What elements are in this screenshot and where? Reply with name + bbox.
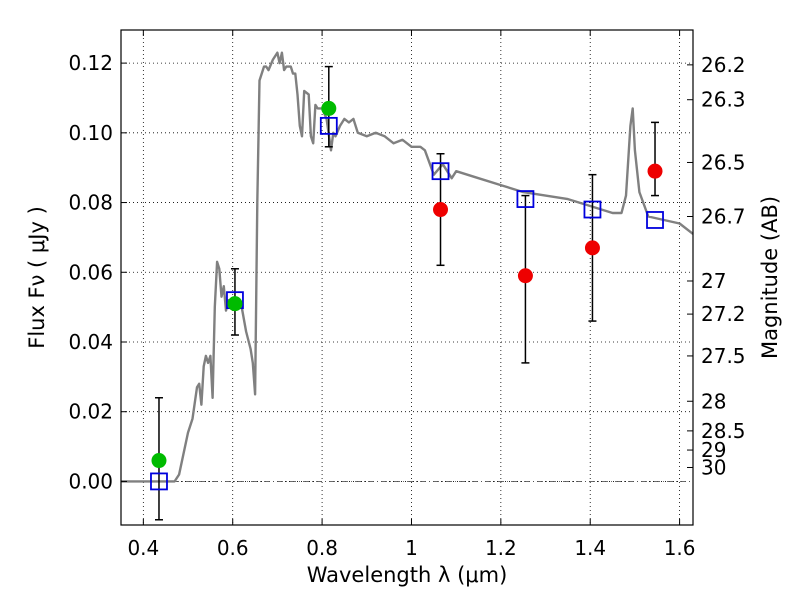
- right-tick-label: 26.7: [701, 204, 746, 228]
- observed-point-marker: [227, 296, 243, 312]
- right-tick-label: 30: [701, 455, 726, 479]
- right-tick-label: 27.5: [701, 344, 746, 368]
- observed-point-marker: [584, 240, 600, 256]
- observed-point-marker: [151, 453, 167, 469]
- spectrum-layer: [121, 51, 694, 483]
- model-square-marker: [583, 200, 602, 219]
- x-tick-label: 0.8: [306, 536, 338, 560]
- x-tick-label: 1.2: [485, 536, 517, 560]
- right-tick-label: 28: [701, 389, 726, 413]
- model-square-marker: [516, 190, 535, 208]
- model-square-marker: [150, 472, 168, 491]
- errorbar-layer: [154, 65, 660, 521]
- y-tick-label: 0.06: [68, 260, 113, 284]
- right-tick-label: 27: [701, 269, 726, 293]
- x-tick-label: 0.4: [127, 536, 159, 560]
- x-tick-label: 0.6: [217, 536, 249, 560]
- plot-frame: [120, 29, 694, 526]
- observed-point-marker: [321, 100, 337, 116]
- y-tick-label: 0.04: [68, 330, 113, 354]
- right-axis-title: Magnitude (AB): [758, 196, 782, 359]
- grid-layer: [121, 30, 693, 525]
- spectrum-line: [121, 51, 694, 483]
- observed-point-marker: [433, 202, 449, 218]
- x-tick-label: 1.6: [664, 536, 696, 560]
- tick-label-layer: 0.4 0.6 0.8 1 1.2 1.4 1.6 0.00 0.02 0.04 0.06 0.08 0…: [68, 51, 745, 560]
- observed-point-marker: [647, 163, 663, 179]
- right-tick-label: 26.3: [701, 88, 746, 112]
- x-tick-label: 1: [405, 536, 418, 560]
- observed-point-marker: [517, 268, 533, 284]
- right-tick-label: 27.2: [701, 302, 746, 326]
- y-axis-title: Flux Fν ( μJy ): [25, 206, 49, 349]
- y-tick-label: 0.02: [68, 400, 113, 424]
- right-tick-label: 28.5: [701, 419, 746, 443]
- y-tick-label: 0.00: [68, 469, 113, 493]
- model-square-marker: [646, 211, 664, 229]
- right-tick-label: 29: [701, 438, 726, 462]
- y-tick-label: 0.08: [68, 191, 113, 215]
- model-square-marker: [319, 116, 338, 135]
- x-tick-label: 1.4: [574, 536, 606, 560]
- y-tick-label: 0.10: [68, 121, 113, 145]
- marker-layer: [150, 100, 664, 491]
- y-tick-label: 0.12: [68, 51, 113, 75]
- tick-layer: [121, 30, 693, 525]
- right-tick-label: 26.5: [701, 150, 746, 174]
- x-axis-title: Wavelength λ (μm): [307, 563, 508, 587]
- right-tick-label: 26.2: [701, 53, 746, 77]
- model-square-marker: [431, 162, 450, 181]
